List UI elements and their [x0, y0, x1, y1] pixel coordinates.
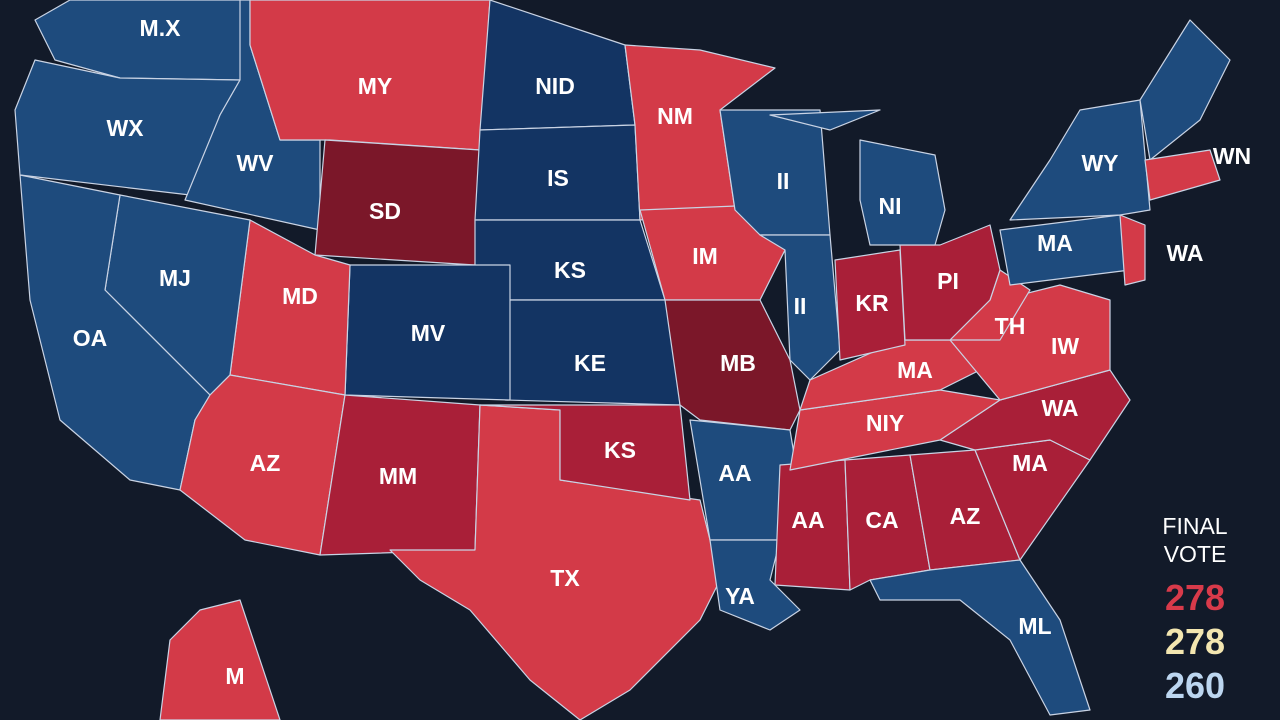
state-label: IS	[547, 165, 569, 191]
state-label: IM	[692, 243, 718, 269]
state-label: WA	[1166, 240, 1203, 266]
state-label: MY	[358, 73, 393, 99]
state-label: NID	[535, 73, 575, 99]
state	[479, 404, 691, 501]
state-label: AZ	[950, 503, 981, 529]
state	[1119, 214, 1146, 286]
state-label: WN	[1213, 143, 1251, 169]
state-label: M	[225, 663, 244, 689]
state-label: OA	[73, 325, 108, 351]
state-label: II	[794, 293, 807, 319]
state	[869, 559, 1091, 716]
state-label: IW	[1051, 333, 1079, 359]
state-label: TH	[995, 313, 1026, 339]
state	[159, 599, 281, 720]
state-label: KR	[855, 290, 889, 316]
state	[859, 139, 946, 246]
state-label: MB	[720, 350, 756, 376]
state	[1139, 19, 1231, 161]
state-label: WX	[106, 115, 144, 141]
state-label: SD	[369, 198, 401, 224]
states	[14, 0, 1231, 720]
state-label: PI	[937, 268, 959, 294]
state-label: II	[777, 168, 790, 194]
state-label: MJ	[159, 265, 191, 291]
state-label: MA	[1037, 230, 1073, 256]
state-label: KS	[604, 437, 636, 463]
state-labels: M.X MY NID NM WX WV IS SD II NI WY WN MJ MD KS IM MA WA OA…	[73, 15, 1251, 689]
state-label: MA	[1012, 450, 1048, 476]
state-label: WV	[236, 150, 274, 176]
vote-count: 278	[1164, 577, 1226, 618]
final-vote-panel: FINAL VOTE 278 278 260	[1140, 512, 1250, 708]
vote-count: 278	[1164, 621, 1226, 662]
state-label: NIY	[866, 410, 904, 436]
state-label: KE	[574, 350, 606, 376]
state-label: AZ	[250, 450, 281, 476]
state-label: AA	[791, 507, 824, 533]
state-label: CA	[865, 507, 898, 533]
state-label: NM	[657, 103, 693, 129]
state-label: TX	[550, 565, 580, 591]
state	[899, 224, 1001, 341]
state-label: WA	[1041, 395, 1078, 421]
state-label: MM	[379, 463, 417, 489]
state-label: WY	[1081, 150, 1118, 176]
state-label: NI	[879, 193, 902, 219]
state-label: MD	[282, 283, 318, 309]
state-label: AA	[718, 460, 751, 486]
state	[834, 249, 906, 361]
vote-count: 260	[1164, 665, 1226, 706]
state-label: ML	[1018, 613, 1051, 639]
state-label: KS	[554, 257, 586, 283]
state-label: MV	[411, 320, 446, 346]
state-label: M.X	[140, 15, 182, 41]
state-label: MA	[897, 357, 933, 383]
state	[664, 299, 801, 431]
state	[1144, 149, 1221, 201]
state	[759, 234, 841, 381]
state-label: YA	[725, 583, 755, 609]
state	[769, 109, 881, 131]
state	[479, 0, 636, 131]
state	[1009, 99, 1151, 221]
panel-title: FINAL VOTE	[1162, 513, 1228, 567]
